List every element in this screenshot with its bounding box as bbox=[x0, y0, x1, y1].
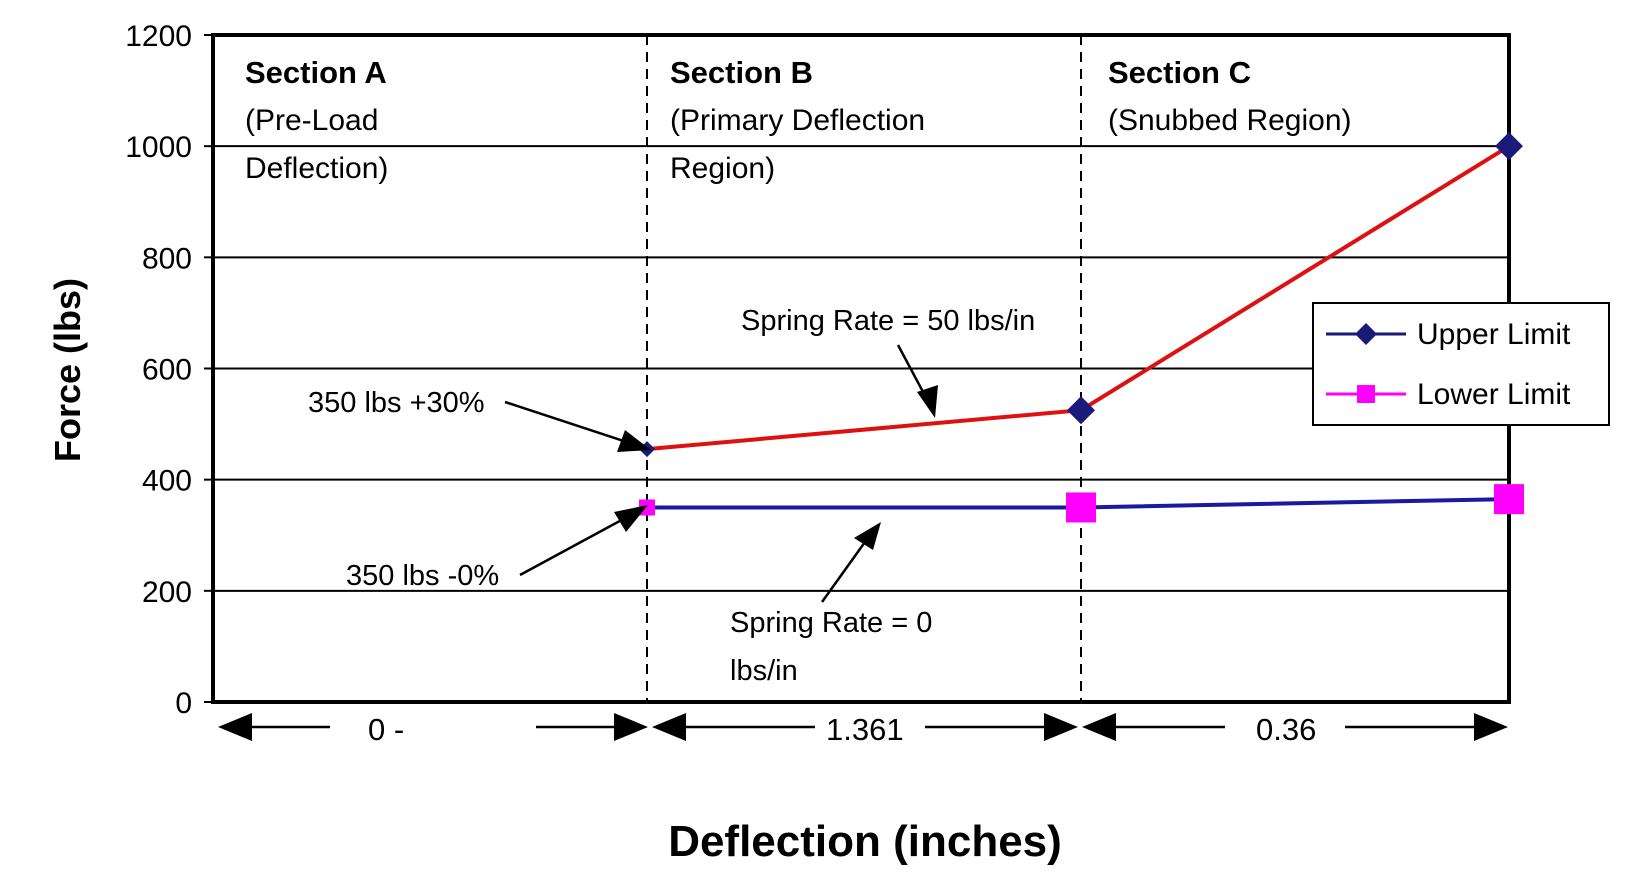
y-tick-label-1200: 1200 bbox=[125, 20, 192, 53]
span-a-left-arrowhead bbox=[218, 713, 252, 741]
y-tick-label-400: 400 bbox=[142, 465, 192, 498]
span-a: 0 - bbox=[218, 712, 648, 747]
y-tick-label-800: 800 bbox=[142, 242, 192, 275]
y-tick-label-600: 600 bbox=[142, 354, 192, 387]
y-axis-title: Force (lbs) bbox=[47, 278, 88, 462]
annotation-rate-b-lower-1: Spring Rate = 0 bbox=[730, 607, 932, 639]
span-b-label: 1.361 bbox=[826, 712, 904, 747]
span-c-right-arrowhead bbox=[1474, 713, 1508, 741]
y-tick-label-0: 0 bbox=[175, 687, 192, 720]
annotation-rate-b-lower-2: lbs/in bbox=[730, 655, 798, 687]
span-c-label: 0.36 bbox=[1256, 712, 1316, 747]
series-1-point-0 bbox=[639, 499, 655, 516]
section-b-title: Section B bbox=[670, 55, 813, 90]
arrowhead-lower-start bbox=[614, 505, 648, 532]
section-c-title: Section C bbox=[1108, 55, 1251, 90]
series-0-point-1 bbox=[1067, 396, 1095, 425]
span-b: 1.361 bbox=[652, 712, 1078, 747]
y-tick-labels: 0 200 400 600 800 1000 1200 bbox=[125, 20, 192, 720]
legend-box bbox=[1312, 302, 1610, 426]
span-c-left-arrowhead bbox=[1082, 713, 1116, 741]
legend-upper-marker bbox=[1355, 323, 1377, 345]
grid-lines bbox=[204, 34, 1509, 703]
section-b-subtitle-1: (Primary Deflection bbox=[670, 104, 925, 137]
span-c: 0.36 bbox=[1082, 712, 1508, 747]
section-a-title: Section A bbox=[245, 55, 387, 90]
legend-lower-label: Lower Limit bbox=[1417, 378, 1571, 411]
section-b-subtitle-2: Region) bbox=[670, 152, 775, 185]
legend-lower-marker bbox=[1357, 385, 1375, 403]
series-0-point-2 bbox=[1495, 132, 1523, 161]
annotation-rate-b-upper: Spring Rate = 50 lbs/in bbox=[741, 305, 1035, 337]
span-a-right-arrowhead bbox=[614, 713, 648, 741]
x-axis-title: Deflection (inches) bbox=[668, 817, 1062, 866]
legend: Upper Limit Lower Limit bbox=[1312, 302, 1610, 426]
y-tick-label-1000: 1000 bbox=[125, 131, 192, 164]
span-b-right-arrowhead bbox=[1044, 713, 1078, 741]
annotation-lower-start: 350 lbs -0% bbox=[346, 560, 499, 592]
arrowhead-rate-b-lower bbox=[854, 522, 881, 550]
legend-upper-label: Upper Limit bbox=[1417, 318, 1571, 351]
section-a-subtitle-2: Deflection) bbox=[245, 152, 388, 185]
span-a-label: 0 - bbox=[368, 712, 404, 747]
series-group bbox=[639, 132, 1524, 523]
section-dividers bbox=[646, 35, 1082, 702]
series-1-point-1 bbox=[1066, 492, 1096, 523]
arrowhead-upper-start bbox=[617, 430, 651, 452]
section-c-subtitle-1: (Snubbed Region) bbox=[1108, 104, 1352, 137]
annotation-upper-start: 350 lbs +30% bbox=[308, 387, 485, 419]
arrowhead-rate-b-upper bbox=[917, 385, 938, 418]
span-b-left-arrowhead bbox=[652, 713, 686, 741]
section-a-subtitle-1: (Pre-Load bbox=[245, 104, 378, 137]
arrow-rate-b-lower bbox=[820, 534, 872, 603]
series-1-point-2 bbox=[1494, 484, 1524, 515]
y-tick-label-200: 200 bbox=[142, 576, 192, 609]
